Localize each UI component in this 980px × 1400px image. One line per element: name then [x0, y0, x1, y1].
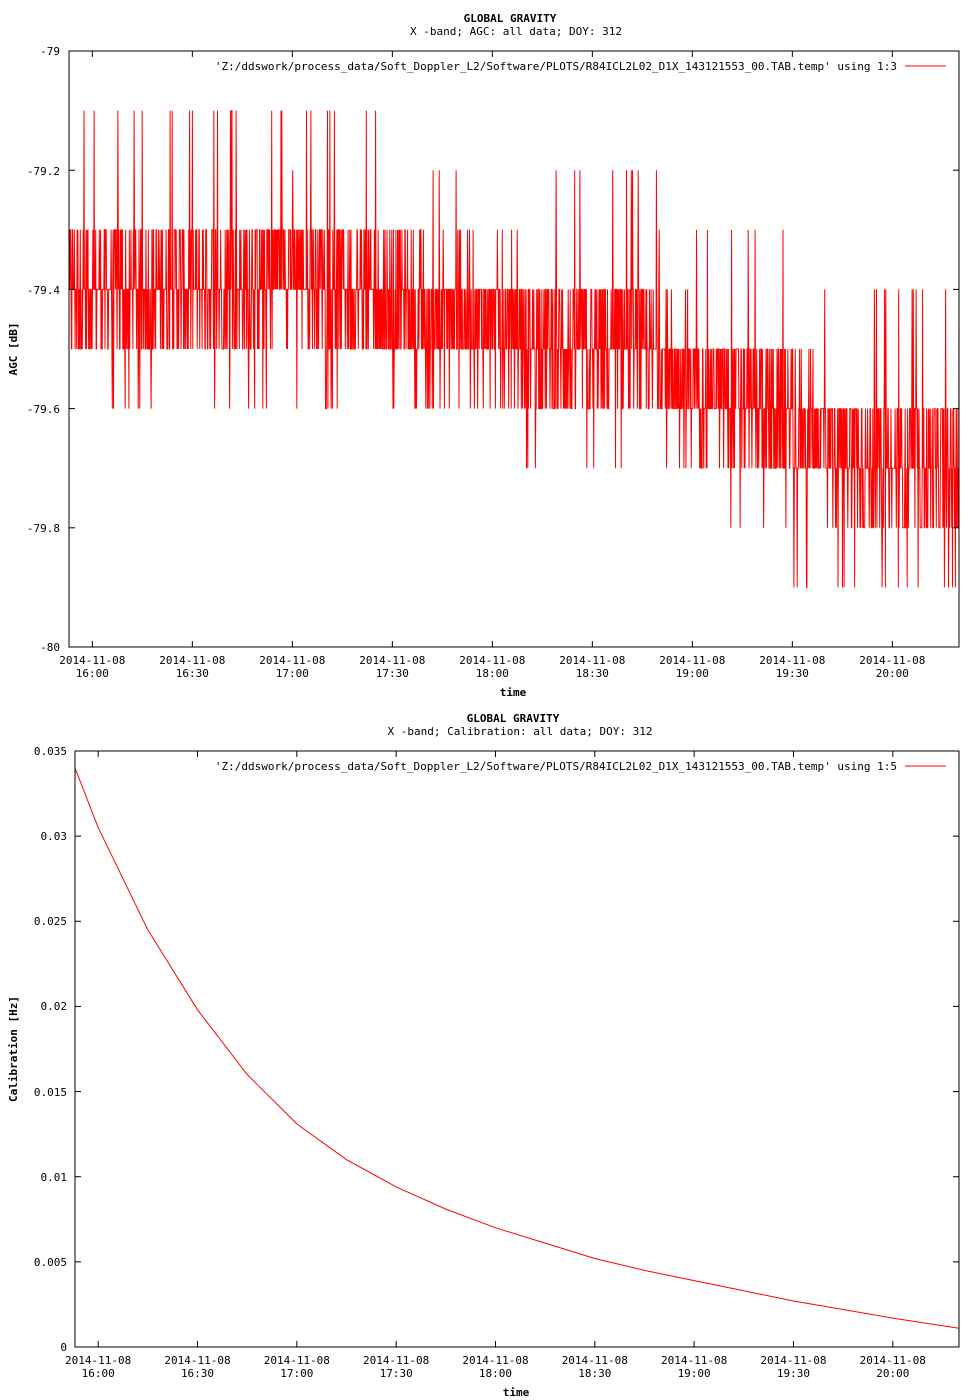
calibration-y-tick-label: 0.03 [41, 830, 68, 843]
calibration-x-tick-time: 18:00 [479, 1367, 512, 1380]
calibration-x-tick-time: 19:00 [678, 1367, 711, 1380]
calibration-x-tick-time: 16:00 [82, 1367, 115, 1380]
calibration-x-axis-label: time [503, 1386, 530, 1399]
agc-x-tick-date: 2014-11-08 [659, 654, 725, 667]
agc-x-tick-date: 2014-11-08 [359, 654, 425, 667]
calibration-chart-title: GLOBAL GRAVITY [467, 712, 560, 725]
calibration-y-tick-label: 0 [60, 1341, 67, 1354]
calibration-plot-area [74, 750, 960, 1348]
agc-x-tick-date: 2014-11-08 [859, 654, 925, 667]
agc-legend: 'Z:/ddswork/process_data/Soft_Doppler_L2… [215, 60, 946, 73]
agc-legend-label: 'Z:/ddswork/process_data/Soft_Doppler_L2… [215, 60, 897, 73]
agc-data-line [68, 110, 960, 588]
calibration-x-tick-time: 17:30 [380, 1367, 413, 1380]
agc-x-tick-date: 2014-11-08 [559, 654, 625, 667]
calibration-x-tick-date: 2014-11-08 [164, 1354, 230, 1367]
agc-y-tick-label: -80 [40, 641, 60, 654]
calibration-x-tick-time: 17:00 [280, 1367, 313, 1380]
calibration-x-tick-date: 2014-11-08 [860, 1354, 926, 1367]
agc-x-tick-time: 18:00 [476, 667, 509, 680]
calibration-x-axis: 2014-11-0816:002014-11-0816:302014-11-08… [65, 751, 926, 1380]
agc-y-axis: -79 -79.2 -79.4 -79.6 -79.8 -80 [27, 45, 959, 654]
agc-data-series [68, 110, 960, 588]
agc-y-axis-label: AGC [dB] [7, 323, 20, 376]
calibration-x-tick-time: 20:00 [876, 1367, 909, 1380]
calibration-x-tick-date: 2014-11-08 [462, 1354, 528, 1367]
agc-x-tick-time: 16:30 [176, 667, 209, 680]
agc-x-tick-date: 2014-11-08 [259, 654, 325, 667]
calibration-plot-frame [74, 750, 960, 1348]
calibration-x-tick-date: 2014-11-08 [363, 1354, 429, 1367]
agc-x-tick-time: 18:30 [576, 667, 609, 680]
calibration-x-tick-date: 2014-11-08 [264, 1354, 330, 1367]
calibration-y-tick-label: 0.01 [41, 1171, 68, 1184]
agc-y-tick-label: -79.6 [27, 403, 60, 416]
calibration-x-tick-date: 2014-11-08 [65, 1354, 131, 1367]
calibration-chart: GLOBAL GRAVITY X -band; Calibration: all… [7, 712, 960, 1399]
agc-x-tick-time: 19:30 [776, 667, 809, 680]
agc-y-tick-label: -79 [40, 45, 60, 58]
calibration-x-tick-date: 2014-11-08 [760, 1354, 826, 1367]
calibration-x-tick-date: 2014-11-08 [661, 1354, 727, 1367]
agc-x-tick-date: 2014-11-08 [459, 654, 525, 667]
agc-x-tick-time: 17:00 [276, 667, 309, 680]
calibration-legend: 'Z:/ddswork/process_data/Soft_Doppler_L2… [215, 760, 946, 773]
agc-x-axis-label: time [500, 686, 527, 699]
calibration-y-tick-label: 0.025 [34, 915, 67, 928]
agc-x-tick-date: 2014-11-08 [59, 654, 125, 667]
calibration-y-tick-label: 0.005 [34, 1256, 67, 1269]
agc-y-tick-label: -79.8 [27, 522, 60, 535]
agc-y-tick-label: -79.4 [27, 284, 60, 297]
agc-x-tick-time: 20:00 [876, 667, 909, 680]
calibration-y-tick-label: 0.02 [41, 1000, 68, 1013]
calibration-chart-subtitle: X -band; Calibration: all data; DOY: 312 [388, 725, 653, 738]
calibration-legend-label: 'Z:/ddswork/process_data/Soft_Doppler_L2… [215, 760, 897, 773]
agc-x-tick-time: 17:30 [376, 667, 409, 680]
agc-y-tick-label: -79.2 [27, 165, 60, 178]
agc-x-axis: 2014-11-0816:002014-11-0816:302014-11-08… [59, 51, 925, 680]
agc-plot-frame [68, 50, 960, 648]
calibration-y-tick-label: 0.035 [34, 745, 67, 758]
agc-x-tick-time: 19:00 [676, 667, 709, 680]
agc-chart-title: GLOBAL GRAVITY [464, 12, 557, 25]
calibration-y-axis: 0.035 0.03 0.025 0.02 0.015 0.01 0.005 0 [34, 745, 959, 1354]
calibration-x-tick-time: 19:30 [777, 1367, 810, 1380]
agc-x-tick-time: 16:00 [76, 667, 109, 680]
calibration-x-tick-time: 18:30 [578, 1367, 611, 1380]
calibration-y-tick-label: 0.015 [34, 1086, 67, 1099]
calibration-data-line [74, 767, 960, 1329]
calibration-x-tick-date: 2014-11-08 [562, 1354, 628, 1367]
agc-chart: GLOBAL GRAVITY X -band; AGC: all data; D… [7, 12, 960, 699]
calibration-x-tick-time: 16:30 [181, 1367, 214, 1380]
agc-x-tick-date: 2014-11-08 [759, 654, 825, 667]
agc-x-tick-date: 2014-11-08 [159, 654, 225, 667]
agc-plot-area [68, 50, 960, 648]
agc-chart-subtitle: X -band; AGC: all data; DOY: 312 [410, 25, 622, 38]
calibration-y-axis-label: Calibration [Hz] [7, 996, 20, 1102]
